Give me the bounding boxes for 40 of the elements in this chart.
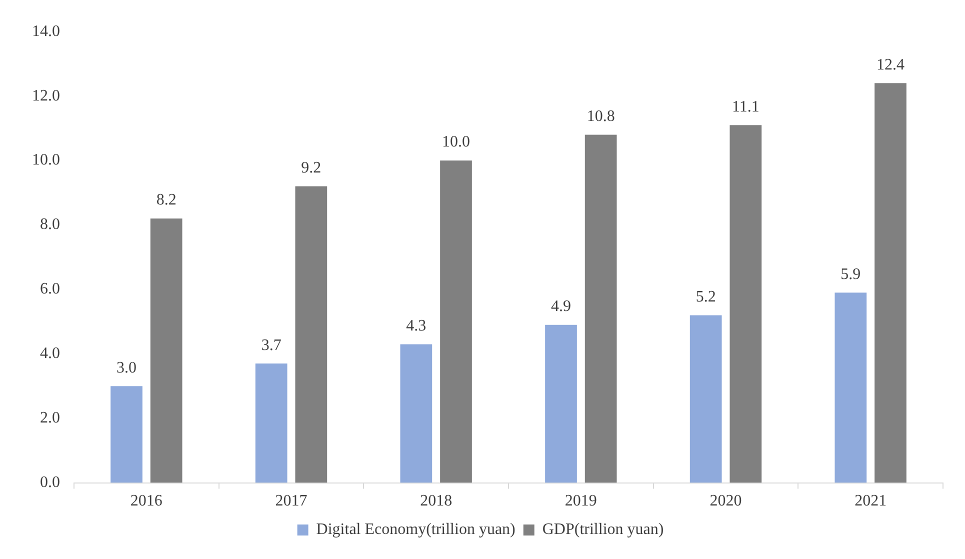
bar bbox=[690, 315, 722, 483]
x-tick-label: 2020 bbox=[710, 492, 742, 510]
x-tick-label: 2021 bbox=[854, 492, 887, 510]
data-label: 8.2 bbox=[156, 192, 176, 209]
x-tick-label: 2017 bbox=[275, 492, 308, 510]
x-tick-label: 2018 bbox=[420, 492, 452, 510]
bar bbox=[874, 83, 906, 483]
bar bbox=[150, 218, 182, 483]
legend-label: Digital Economy(trillion yuan) bbox=[316, 521, 516, 538]
y-tick-label: 4.0 bbox=[40, 345, 60, 362]
y-tick-label: 6.0 bbox=[40, 280, 60, 298]
bar bbox=[295, 186, 328, 483]
data-label: 3.7 bbox=[261, 336, 282, 354]
data-label: 5.2 bbox=[696, 288, 716, 306]
data-label: 9.2 bbox=[301, 160, 322, 176]
bar bbox=[255, 364, 288, 483]
data-label: 10.0 bbox=[442, 134, 470, 151]
y-tick-label: 12.0 bbox=[32, 87, 60, 104]
bar bbox=[545, 324, 577, 483]
bar bbox=[834, 292, 867, 483]
data-label: 12.4 bbox=[876, 56, 904, 74]
bar bbox=[584, 134, 617, 483]
y-tick-label: 8.0 bbox=[40, 216, 60, 234]
bar bbox=[400, 344, 432, 483]
data-label: 5.9 bbox=[840, 266, 861, 283]
bar bbox=[730, 125, 762, 483]
x-tick-label: 2019 bbox=[564, 492, 597, 510]
data-label: 10.8 bbox=[586, 108, 615, 125]
legend-label: GDP(trillion yuan) bbox=[542, 521, 664, 538]
x-tick-label: 2016 bbox=[130, 492, 162, 510]
data-label: 4.9 bbox=[551, 298, 571, 316]
data-label: 3.0 bbox=[116, 359, 136, 376]
bar bbox=[440, 160, 472, 483]
y-tick-label: 2.0 bbox=[40, 410, 60, 427]
y-tick-label: 14.0 bbox=[32, 22, 60, 40]
data-label: 11.1 bbox=[732, 98, 760, 116]
data-label: 4.3 bbox=[406, 317, 426, 334]
y-tick-label: 10.0 bbox=[32, 152, 60, 169]
y-tick-label: 0.0 bbox=[40, 474, 60, 492]
bar bbox=[110, 386, 142, 483]
